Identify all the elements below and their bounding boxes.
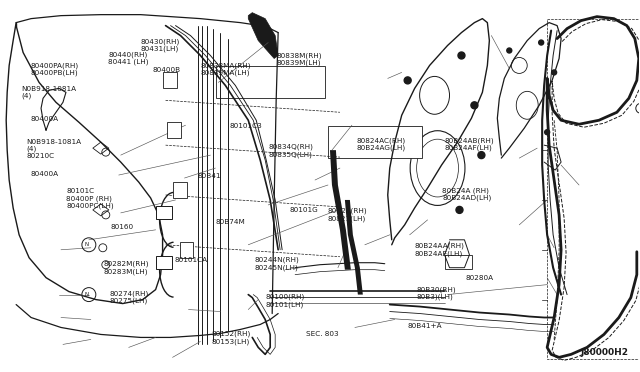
Text: 80B24AA(RH)
80B24AE(LH): 80B24AA(RH) 80B24AE(LH) <box>414 243 464 257</box>
Circle shape <box>539 40 543 45</box>
Text: 80280A: 80280A <box>465 275 493 281</box>
Text: 80400A: 80400A <box>31 171 59 177</box>
Text: 80838M(RH)
80839M(LH): 80838M(RH) 80839M(LH) <box>276 52 322 66</box>
FancyBboxPatch shape <box>163 73 177 89</box>
Text: 80B74M: 80B74M <box>216 219 245 225</box>
Text: 80101C3: 80101C3 <box>230 123 262 129</box>
Text: 80100(RH)
80101(LH): 80100(RH) 80101(LH) <box>266 294 305 308</box>
Circle shape <box>471 102 478 109</box>
Circle shape <box>507 48 512 53</box>
FancyBboxPatch shape <box>216 67 325 98</box>
Text: N: N <box>85 292 89 297</box>
Circle shape <box>456 206 463 214</box>
Text: 80160: 80160 <box>111 224 134 230</box>
FancyBboxPatch shape <box>156 206 172 219</box>
Text: N: N <box>85 242 89 247</box>
Circle shape <box>458 52 465 59</box>
Text: 80B24AB(RH)
80B24AF(LH): 80B24AB(RH) 80B24AF(LH) <box>444 138 494 151</box>
Text: 80440(RH)
80441 (LH): 80440(RH) 80441 (LH) <box>108 51 149 65</box>
FancyBboxPatch shape <box>173 182 186 198</box>
Text: 80838MA(RH)
80839MA(LH): 80838MA(RH) 80839MA(LH) <box>200 62 251 76</box>
Text: 80400PA(RH)
80400PB(LH): 80400PA(RH) 80400PB(LH) <box>31 62 79 76</box>
Text: 80B20(RH)
80821(LH): 80B20(RH) 80821(LH) <box>328 208 367 222</box>
Text: 80400A: 80400A <box>31 116 59 122</box>
Polygon shape <box>345 200 363 295</box>
Text: 80B30(RH)
80B3)(LH): 80B30(RH) 80B3)(LH) <box>417 286 456 301</box>
Text: SEC. 803: SEC. 803 <box>306 331 339 337</box>
Text: 80101C
80400P (RH)
80400PC(LH): 80101C 80400P (RH) 80400PC(LH) <box>66 189 114 209</box>
FancyBboxPatch shape <box>166 122 180 138</box>
Text: 80101CA: 80101CA <box>175 257 208 263</box>
Text: J80000H2: J80000H2 <box>581 348 629 357</box>
Polygon shape <box>248 13 278 58</box>
Text: 80400B: 80400B <box>153 67 181 73</box>
Text: 80274(RH)
80275(LH): 80274(RH) 80275(LH) <box>109 290 149 304</box>
Text: 80101G: 80101G <box>289 207 318 213</box>
Text: 80B24A (RH)
80B24AD(LH): 80B24A (RH) 80B24AD(LH) <box>442 187 492 201</box>
Text: 80244N(RH)
80245N(LH): 80244N(RH) 80245N(LH) <box>255 257 300 271</box>
FancyBboxPatch shape <box>156 256 172 269</box>
Text: 80152(RH)
80153(LH): 80152(RH) 80153(LH) <box>212 331 251 345</box>
Text: 80430(RH)
80431(LH): 80430(RH) 80431(LH) <box>140 38 179 52</box>
Text: 80282M(RH)
80283M(LH): 80282M(RH) 80283M(LH) <box>103 260 148 275</box>
FancyBboxPatch shape <box>328 126 422 158</box>
Text: N0B918-1081A
(4): N0B918-1081A (4) <box>22 86 77 99</box>
Circle shape <box>478 152 485 158</box>
Circle shape <box>545 130 550 135</box>
Text: 80B41+A: 80B41+A <box>408 323 443 329</box>
Text: 80824AC(RH)
80B24AG(LH): 80824AC(RH) 80B24AG(LH) <box>357 138 406 151</box>
Circle shape <box>552 70 557 75</box>
Text: 80834Q(RH)
80835Q(LH): 80834Q(RH) 80835Q(LH) <box>269 144 314 158</box>
FancyBboxPatch shape <box>445 255 472 269</box>
Text: 80B41: 80B41 <box>198 173 221 179</box>
Circle shape <box>404 77 411 84</box>
Text: N0B918-1081A
(4)
80210C: N0B918-1081A (4) 80210C <box>27 139 82 159</box>
FancyBboxPatch shape <box>180 242 193 258</box>
Polygon shape <box>330 150 351 270</box>
